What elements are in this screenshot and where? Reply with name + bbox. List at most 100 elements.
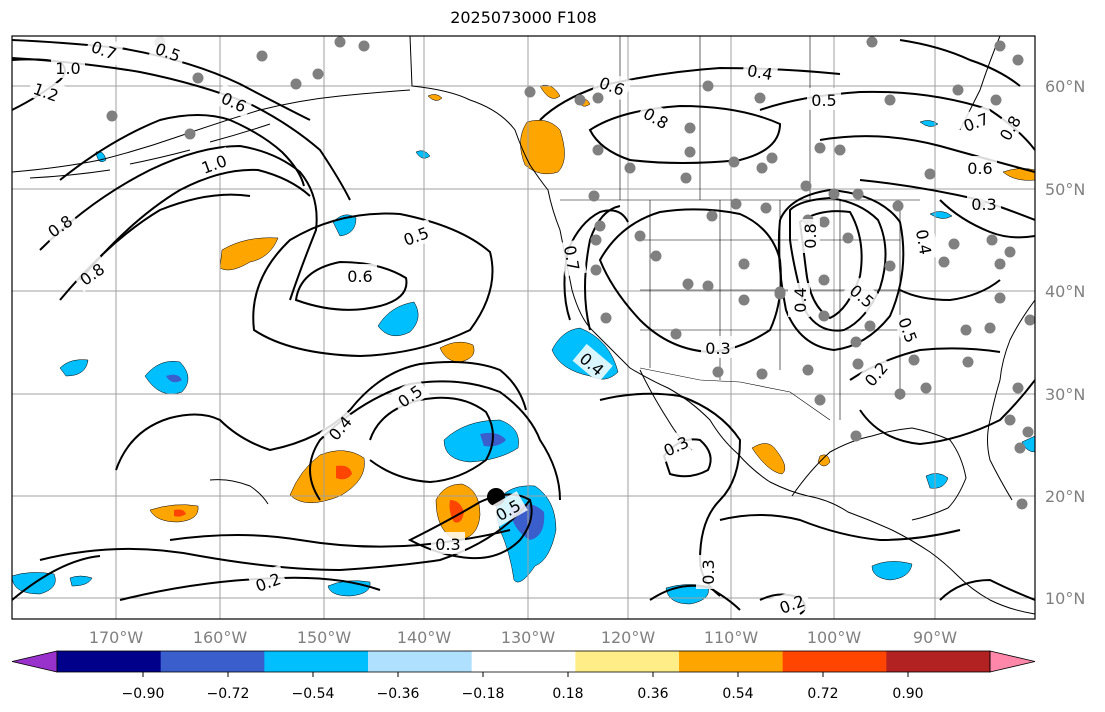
contour-line	[584, 205, 621, 331]
contour-label: 0.4	[741, 57, 779, 85]
lat-label: 20°N	[1045, 487, 1085, 506]
colorbar-tick-label: 0.72	[807, 686, 838, 702]
station-dot	[756, 368, 768, 380]
shade-positive	[439, 341, 475, 363]
contour-line	[539, 66, 841, 121]
station-dot	[828, 188, 840, 200]
station-dot	[590, 234, 602, 246]
contour-label: 0.2	[247, 564, 288, 598]
colorbar-tick-labels: −0.90 −0.72 −0.54 −0.36 −0.18 0.18 0.36 0.54 0.7…	[122, 672, 924, 702]
contour-label: 0.7	[559, 239, 587, 277]
station-dot	[756, 162, 768, 174]
colorbar-tick-label: 0.36	[637, 686, 668, 702]
coastline-north-america	[409, 36, 1035, 615]
station-dot	[924, 168, 936, 180]
political-borders	[560, 36, 920, 421]
station-dot	[728, 156, 740, 168]
station-dot	[866, 36, 878, 48]
svg-text:0.7: 0.7	[560, 244, 583, 272]
contour-line	[407, 493, 533, 560]
station-dot	[634, 230, 646, 242]
contour-line	[39, 144, 318, 301]
colorbar-segment	[782, 651, 887, 672]
station-dot	[962, 356, 974, 368]
station-dot	[908, 354, 920, 366]
station-dot	[754, 92, 766, 104]
station-dot	[884, 94, 896, 106]
coastlines	[12, 36, 1035, 615]
station-dot	[624, 162, 636, 174]
colorbar-segment	[57, 651, 162, 672]
station-dot	[594, 220, 606, 232]
station-dot	[738, 258, 750, 270]
lat-label: 50°N	[1045, 180, 1085, 199]
station-dot	[986, 234, 998, 246]
contour-label: 0.3	[967, 192, 1001, 214]
colorbar	[11, 650, 1036, 673]
colorbar-tick-label: 0.90	[892, 686, 923, 702]
station-dot	[592, 92, 604, 104]
station-dot	[884, 260, 896, 272]
station-dot	[588, 190, 600, 202]
station-dot	[1024, 314, 1035, 326]
shade-negative	[377, 301, 419, 337]
station-dot	[184, 128, 196, 140]
station-dot	[680, 172, 692, 184]
shade-positive	[1002, 168, 1035, 181]
station-dot	[852, 188, 864, 200]
shade-negative	[144, 361, 189, 395]
contour-label: 0.3	[696, 555, 718, 589]
contour-label: 0.5	[148, 36, 189, 68]
shade-negative	[925, 473, 949, 489]
colorbar-segment	[160, 651, 265, 672]
svg-text:0.8: 0.8	[801, 223, 820, 248]
shade-positive	[520, 120, 565, 175]
station-dot	[106, 110, 118, 122]
contour-label: 0.4	[788, 283, 810, 317]
station-dot	[334, 36, 346, 48]
svg-text:0.3: 0.3	[699, 559, 718, 584]
contour-line	[819, 135, 1035, 173]
shade-positive-core	[336, 465, 352, 480]
contour-line	[939, 199, 1035, 239]
contour-line	[309, 380, 561, 501]
contour-label: 0.3	[701, 336, 735, 358]
shade-negative	[871, 561, 913, 581]
station-dot	[994, 40, 1006, 52]
station-dot	[702, 80, 714, 92]
colorbar-tick-label: −0.36	[377, 686, 420, 702]
station-dot	[894, 388, 906, 400]
coastline-alaska	[12, 89, 411, 173]
station-dot	[192, 72, 204, 84]
lon-label: 170°W	[89, 628, 144, 647]
station-dot	[670, 328, 682, 340]
station-dot	[1014, 442, 1026, 454]
shade-negative-core	[166, 374, 182, 383]
contour-label: 0.5	[892, 309, 926, 350]
contour-label: 0.3	[431, 532, 465, 554]
latitude-labels: 60°N 50°N 40°N 30°N 20°N 10°N	[1045, 77, 1085, 608]
shaded-regions	[12, 84, 1035, 605]
station-dot	[600, 312, 612, 324]
colorbar-segment	[368, 651, 473, 672]
lon-label: 120°W	[601, 628, 656, 647]
svg-text:0.5: 0.5	[811, 91, 836, 110]
station-dot	[738, 294, 750, 306]
station-dot	[256, 50, 268, 62]
svg-text:0.4: 0.4	[912, 228, 935, 256]
contour-line	[294, 260, 408, 311]
station-dot	[818, 274, 830, 286]
station-dot	[1012, 54, 1024, 66]
shade-positive-core	[174, 509, 186, 517]
shade-negative	[919, 120, 939, 127]
station-dot	[892, 200, 904, 212]
station-dot	[952, 84, 964, 96]
contour-label: 0.8	[636, 99, 677, 136]
station-dot	[818, 310, 830, 322]
station-dot	[1012, 382, 1024, 394]
colorbar-segment	[264, 651, 369, 672]
colorbar-tick-label: −0.90	[122, 686, 165, 702]
station-dot	[650, 250, 662, 262]
station-dot	[712, 366, 724, 378]
